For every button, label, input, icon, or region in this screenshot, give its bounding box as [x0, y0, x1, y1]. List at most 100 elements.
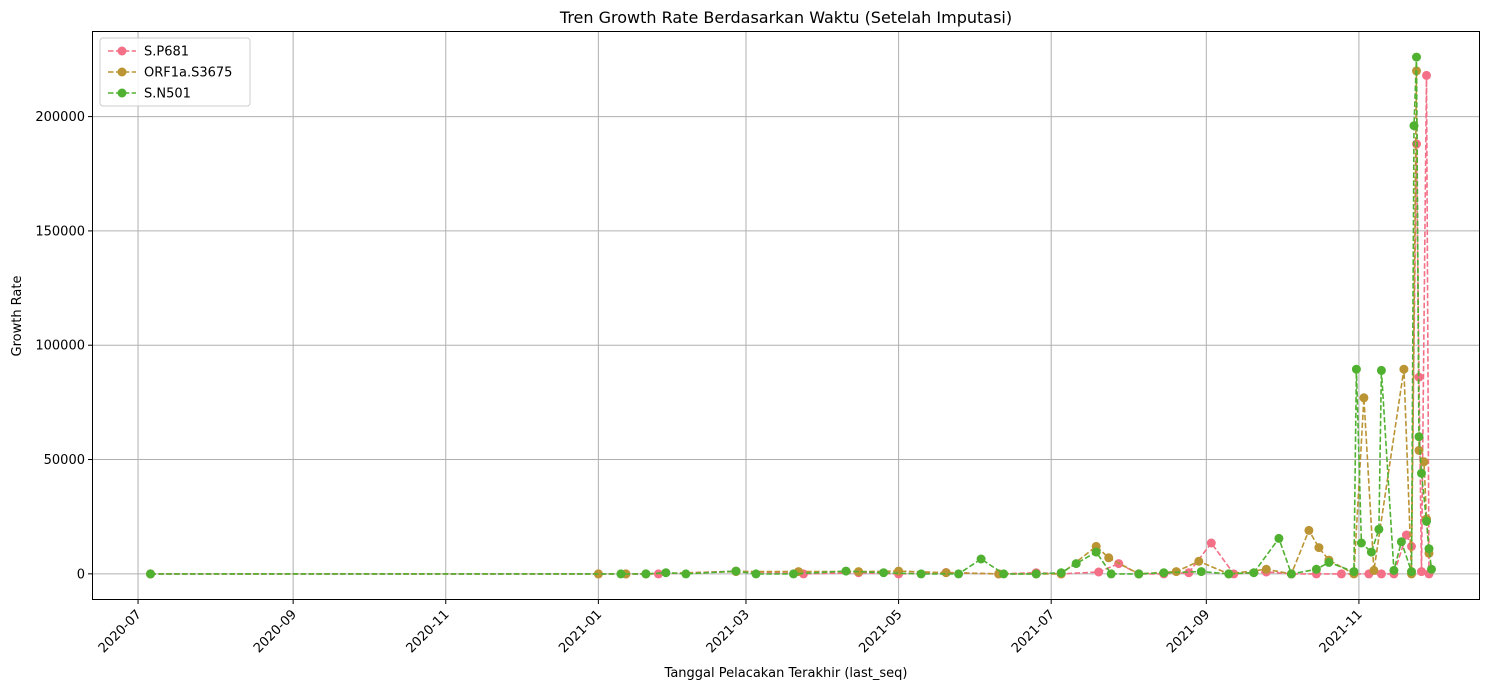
- data-point: [1359, 393, 1369, 403]
- x-tick-label: 2021-03: [704, 607, 753, 656]
- legend-label: ORF1a.S3675: [144, 66, 232, 81]
- x-tick-label: 2021-11: [1317, 607, 1366, 656]
- data-point: [1184, 568, 1194, 578]
- data-point: [1427, 564, 1436, 574]
- data-point: [1196, 567, 1206, 577]
- data-point: [1314, 543, 1324, 553]
- data-point: [751, 569, 761, 579]
- x-tick-label: 2021-09: [1164, 607, 1213, 656]
- data-point: [1134, 569, 1144, 579]
- data-point: [1356, 538, 1366, 548]
- x-tick-label: 2021-01: [556, 607, 605, 656]
- data-point: [1409, 121, 1419, 131]
- data-point: [1376, 365, 1386, 375]
- data-point: [841, 566, 851, 576]
- data-point: [1094, 567, 1104, 577]
- data-point: [1389, 565, 1399, 575]
- x-tick-label: 2020-11: [404, 607, 453, 656]
- plot-frame: [92, 31, 1480, 600]
- data-point: [1249, 568, 1259, 578]
- data-point: [1104, 553, 1114, 563]
- data-point: [731, 566, 741, 576]
- data-point: [1412, 52, 1421, 62]
- y-tick-label: 150000: [35, 224, 85, 239]
- y-axis-ticks: 0 50000 100000 150000 200000: [35, 110, 93, 582]
- series-line: [150, 57, 1433, 575]
- x-tick-label: 2020-09: [251, 607, 300, 656]
- data-point: [954, 569, 964, 579]
- data-point: [1366, 547, 1376, 557]
- series-line: [150, 75, 1430, 575]
- data-point: [1414, 372, 1424, 382]
- data-point: [1422, 70, 1431, 80]
- data-point: [941, 568, 951, 578]
- data-point: [1206, 538, 1216, 548]
- data-point: [1056, 568, 1066, 578]
- y-axis-label: Growth Rate: [10, 276, 25, 357]
- data-point: [146, 569, 155, 579]
- legend-marker: [117, 67, 127, 77]
- data-point: [1351, 364, 1361, 374]
- data-point: [1194, 556, 1204, 566]
- data-point: [1399, 364, 1409, 374]
- grid-lines: [93, 32, 1479, 599]
- data-point: [1419, 457, 1429, 467]
- data-point: [879, 568, 889, 578]
- data-point: [1407, 567, 1416, 577]
- x-axis-ticks: 2020-07 2020-09 2020-11 2021-01 2021-03 2021-…: [96, 599, 1366, 656]
- data-point: [1414, 445, 1424, 455]
- data-point: [1091, 547, 1101, 557]
- data-point: [661, 568, 671, 578]
- legend-box: [99, 37, 251, 107]
- data-point: [1224, 569, 1234, 579]
- data-point: [1396, 537, 1406, 547]
- data-point: [1274, 533, 1284, 543]
- legend: S.P681 ORF1a.S3675 S.N501: [99, 37, 251, 107]
- legend-label: S.P681: [144, 45, 189, 60]
- data-point: [1374, 524, 1384, 534]
- x-tick-label: 2021-05: [856, 607, 905, 656]
- data-point: [1376, 569, 1386, 579]
- data-point: [1324, 557, 1334, 567]
- data-point: [1401, 530, 1411, 540]
- data-point: [616, 569, 626, 579]
- data-point: [1414, 432, 1424, 442]
- data-point: [1159, 568, 1169, 578]
- series-line: [150, 70, 1430, 576]
- data-point: [1286, 569, 1296, 579]
- data-point: [999, 569, 1009, 579]
- data-point: [1369, 565, 1379, 575]
- data-point: [1417, 468, 1426, 478]
- data-point: [1106, 569, 1116, 579]
- y-tick-label: 50000: [44, 453, 85, 468]
- x-tick-label: 2021-07: [1009, 607, 1058, 656]
- series-ORF1a.S3675: [146, 66, 1434, 579]
- data-point: [1422, 516, 1431, 526]
- legend-label: S.N501: [144, 87, 191, 102]
- series-layer: [146, 52, 1436, 579]
- data-point: [789, 569, 798, 579]
- data-point: [916, 569, 926, 579]
- data-point: [1349, 567, 1359, 577]
- y-tick-label: 0: [77, 567, 85, 582]
- data-point: [1336, 569, 1346, 579]
- legend-marker: [117, 46, 127, 56]
- series-S.N501: [146, 52, 1436, 579]
- x-tick-label: 2020-07: [96, 607, 145, 656]
- data-point: [1424, 544, 1434, 554]
- x-axis-label: Tanggal Pelacakan Terakhir (last_seq): [664, 666, 908, 681]
- data-point: [976, 554, 986, 564]
- data-point: [1311, 564, 1321, 574]
- y-tick-label: 100000: [35, 339, 85, 354]
- data-point: [894, 566, 904, 576]
- data-point: [1031, 569, 1041, 579]
- y-tick-label: 200000: [35, 110, 85, 125]
- legend-marker: [117, 88, 127, 98]
- data-point: [1071, 559, 1081, 569]
- chart-title: Tren Growth Rate Berdasarkan Waktu (Sete…: [559, 8, 1012, 27]
- data-point: [1417, 567, 1426, 577]
- series-S.P681: [146, 70, 1434, 579]
- data-point: [681, 569, 691, 579]
